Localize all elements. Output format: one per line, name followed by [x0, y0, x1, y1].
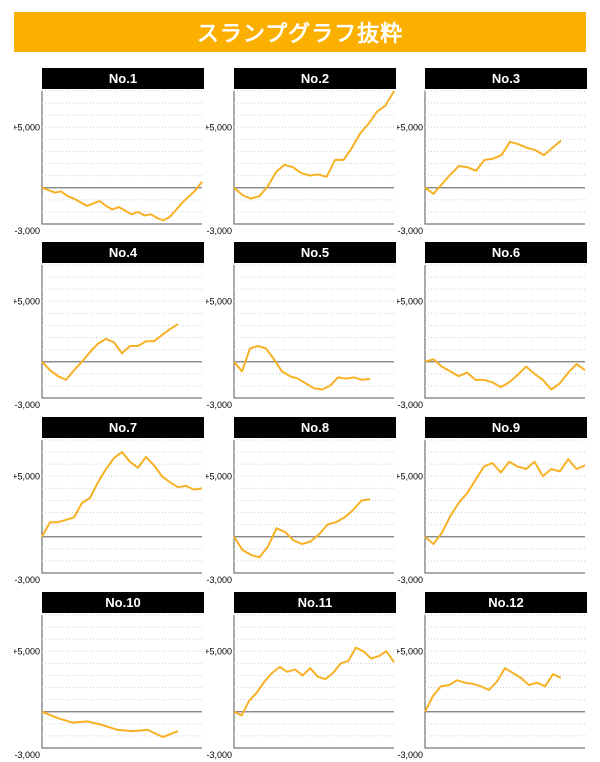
slump-chart: +5,000 -3,000: [14, 439, 203, 585]
tick-label-bottom: -3,000: [206, 226, 232, 236]
slump-chart: +5,000 -3,000: [397, 264, 586, 410]
series-line: [424, 458, 586, 545]
chart-axis: [233, 265, 394, 399]
slump-chart: +5,000 -3,000: [397, 439, 586, 585]
tick-label-bottom: -3,000: [14, 226, 40, 236]
series-line: [233, 345, 371, 391]
series-line: [41, 181, 203, 222]
slump-chart: +5,000 -3,000: [206, 614, 395, 760]
slump-chart-panel: +5,000 -3,000 No.1: [14, 68, 204, 238]
tick-label-bottom: -3,000: [206, 750, 232, 760]
series-line: [233, 498, 371, 559]
chart-title: No.10: [42, 592, 204, 613]
tick-label-bottom: -3,000: [397, 226, 423, 236]
chart-axis: [424, 615, 585, 749]
tick-label-top: +5,000: [14, 471, 40, 481]
slump-chart-panel: +5,000 -3,000 No.10: [14, 592, 204, 762]
slump-chart-panel: +5,000 -3,000 No.3: [397, 68, 587, 238]
slump-chart: +5,000 -3,000: [14, 614, 202, 760]
chart-title: No.11: [234, 592, 396, 613]
slump-chart: +5,000 -3,000: [206, 90, 395, 236]
chart-axis: [41, 440, 202, 574]
slump-chart-panel: +5,000 -3,000 No.8: [206, 417, 396, 587]
slump-chart: +5,000 -3,000: [14, 264, 202, 410]
slump-chart-panel: +5,000 -3,000 No.4: [14, 242, 204, 412]
tick-label-top: +5,000: [206, 646, 232, 656]
tick-label-bottom: -3,000: [206, 575, 232, 585]
tick-label-top: +5,000: [397, 471, 423, 481]
tick-label-top: +5,000: [14, 122, 40, 132]
slump-chart-panel: +5,000 -3,000 No.6: [397, 242, 587, 412]
slump-chart-panel: +5,000 -3,000 No.9: [397, 417, 587, 587]
slump-chart: +5,000 -3,000: [206, 264, 394, 410]
chart-axis: [424, 91, 585, 225]
chart-axis: [424, 440, 585, 574]
chart-title: No.6: [425, 242, 587, 263]
series-line: [424, 139, 562, 195]
tick-label-top: +5,000: [397, 122, 423, 132]
tick-label-top: +5,000: [14, 646, 40, 656]
slump-chart-panel: +5,000 -3,000 No.2: [206, 68, 396, 238]
chart-axis: [233, 91, 394, 225]
tick-label-bottom: -3,000: [14, 400, 40, 410]
series-line: [233, 90, 395, 200]
chart-axis: [233, 440, 394, 574]
tick-label-top: +5,000: [206, 122, 232, 132]
series-line: [424, 667, 562, 713]
tick-label-top: +5,000: [397, 646, 423, 656]
chart-title: No.8: [234, 417, 396, 438]
chart-axis: [41, 265, 202, 399]
slump-chart-panel: +5,000 -3,000 No.7: [14, 417, 204, 587]
chart-title: No.5: [234, 242, 396, 263]
tick-label-bottom: -3,000: [397, 575, 423, 585]
series-line: [41, 323, 179, 381]
chart-title: No.2: [234, 68, 396, 89]
chart-axis: [41, 615, 202, 749]
series-line: [41, 451, 203, 538]
tick-label-top: +5,000: [14, 296, 40, 306]
chart-title: No.7: [42, 417, 204, 438]
slump-chart: +5,000 -3,000: [206, 439, 394, 585]
tick-label-top: +5,000: [397, 296, 423, 306]
slump-chart: +5,000 -3,000: [397, 90, 585, 236]
tick-label-top: +5,000: [206, 471, 232, 481]
chart-axis: [41, 91, 202, 225]
chart-title: No.3: [425, 68, 587, 89]
chart-title: No.1: [42, 68, 204, 89]
tick-label-bottom: -3,000: [397, 400, 423, 410]
tick-label-top: +5,000: [206, 296, 232, 306]
chart-axis: [424, 265, 585, 399]
series-line: [424, 358, 586, 391]
tick-label-bottom: -3,000: [14, 575, 40, 585]
tick-label-bottom: -3,000: [206, 400, 232, 410]
slump-chart-panel: +5,000 -3,000 No.12: [397, 592, 587, 762]
series-line: [233, 646, 395, 717]
slump-chart-panel: +5,000 -3,000 No.11: [206, 592, 396, 762]
chart-title: No.12: [425, 592, 587, 613]
slump-chart-panel: +5,000 -3,000 No.5: [206, 242, 396, 412]
slump-chart: +5,000 -3,000: [397, 614, 585, 760]
page-title: スランプグラフ抜粋: [14, 12, 586, 52]
chart-axis: [233, 615, 394, 749]
chart-title: No.4: [42, 242, 204, 263]
series-line: [41, 710, 179, 739]
chart-title: No.9: [425, 417, 587, 438]
tick-label-bottom: -3,000: [14, 750, 40, 760]
tick-label-bottom: -3,000: [397, 750, 423, 760]
slump-chart: +5,000 -3,000: [14, 90, 203, 236]
